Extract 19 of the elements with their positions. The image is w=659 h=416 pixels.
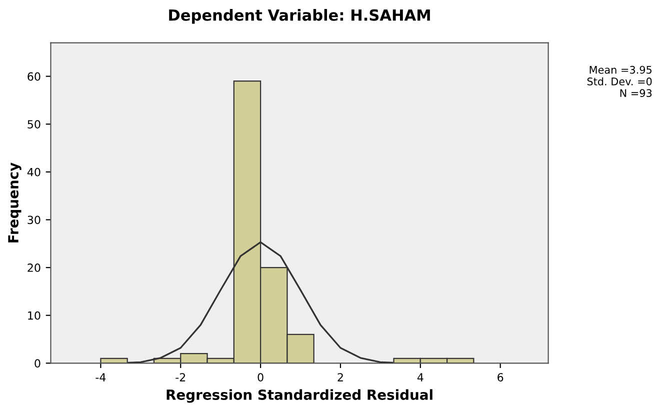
chart-title: Dependent Variable: H.SAHAM (169, 9, 430, 24)
text: Mean =3.95 (590, 66, 652, 74)
x-tick-label: -4 (96, 373, 106, 382)
y-tick-label: 0 (34, 359, 40, 368)
y-tick-label: 10 (28, 311, 40, 320)
x-axis-title: Regression Standardized Residual (166, 389, 432, 403)
text: N =93 (620, 89, 652, 98)
x-tick-label: -2 (176, 373, 186, 382)
x-tick-label: 6 (498, 373, 504, 382)
y-axis-title: Frequency (8, 162, 22, 242)
y-tick-label: 20 (28, 264, 40, 272)
y-tick-label: 40 (27, 168, 40, 176)
y-tick-label: 30 (28, 216, 40, 224)
x-tick-label: 4 (417, 373, 424, 382)
x-tick-label: 0 (258, 373, 264, 382)
y-tick-label: 50 (28, 120, 40, 129)
x-tick-label: 2 (338, 373, 343, 382)
y-tick-label: 60 (28, 72, 40, 81)
text: Std. Dev. =0 (587, 77, 652, 86)
